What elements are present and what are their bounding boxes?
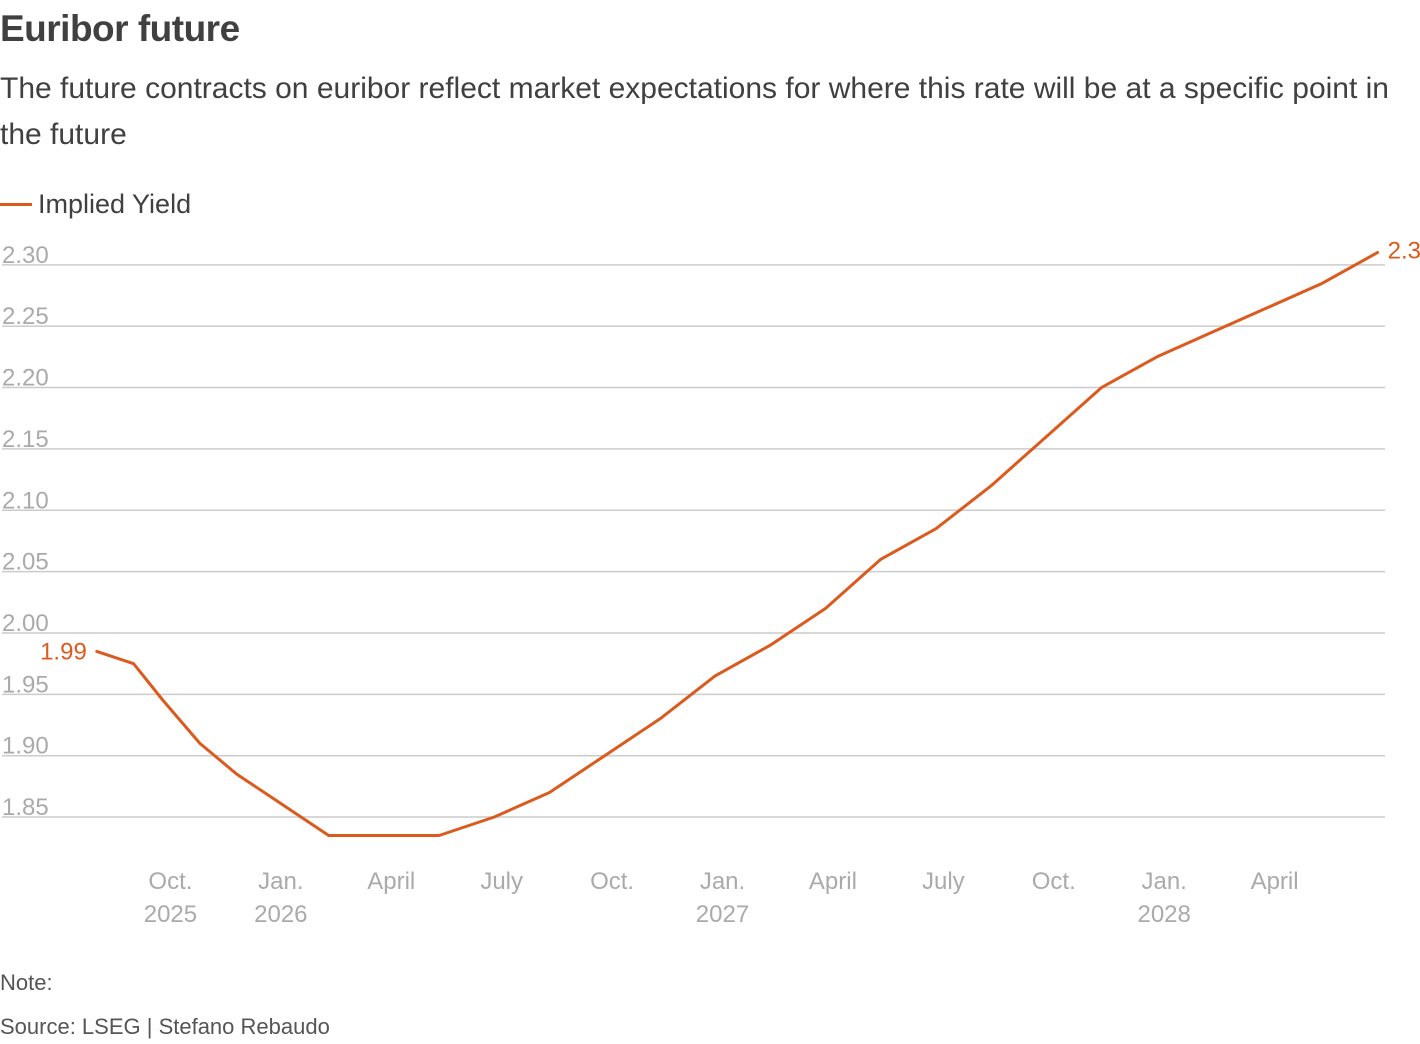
source-credit: Source: LSEG | Stefano Rebaudo [0, 1014, 330, 1039]
x-tick-label: April [367, 868, 415, 895]
x-tick-label: Oct. [590, 868, 634, 895]
legend: Implied Yield [0, 186, 191, 222]
x-tick-label: Jan. [700, 868, 745, 895]
y-tick-label: 1.95 [2, 671, 49, 698]
series-line-implied-yield [95, 251, 1380, 837]
legend-label: Implied Yield [38, 188, 192, 219]
x-tick-year-label: 2027 [696, 901, 749, 928]
x-tick-label: July [922, 868, 965, 895]
series-end-label: 2.31 [1388, 238, 1420, 265]
x-tick-year-label: 2026 [254, 901, 307, 928]
x-tick-label: Oct. [1032, 868, 1076, 895]
y-tick-label: 2.15 [2, 426, 49, 453]
x-tick-label: April [1251, 868, 1299, 895]
x-tick-label: Oct. [148, 868, 192, 895]
x-tick-year-label: 2028 [1137, 901, 1190, 928]
x-tick-label: Jan. [258, 868, 303, 895]
x-tick-label: July [480, 868, 523, 895]
series-start-label: 1.99 [40, 638, 87, 665]
y-tick-label: 2.05 [2, 549, 49, 576]
legend-swatch [0, 202, 32, 206]
y-tick-label: 2.25 [2, 303, 49, 330]
chart-subtitle: The future contracts on euribor reflect … [0, 72, 1389, 151]
y-tick-label: 1.85 [2, 794, 49, 821]
x-tick-label: April [809, 868, 857, 895]
y-tick-label: 2.10 [2, 487, 49, 514]
y-tick-label: 1.90 [2, 733, 49, 760]
y-tick-label: 2.00 [2, 610, 49, 637]
y-tick-label: 2.30 [2, 242, 49, 269]
line-chart: 1.85 1.90 1.95 2.00 2.05 2.10 2.15 2.20 2.25 2.30… [2, 238, 1420, 928]
y-tick-label: 2.20 [2, 365, 49, 392]
chart-title: Euribor future [0, 8, 240, 49]
note: Note: [0, 970, 53, 995]
x-tick-label: Jan. [1141, 868, 1186, 895]
x-tick-year-label: 2025 [144, 901, 197, 928]
